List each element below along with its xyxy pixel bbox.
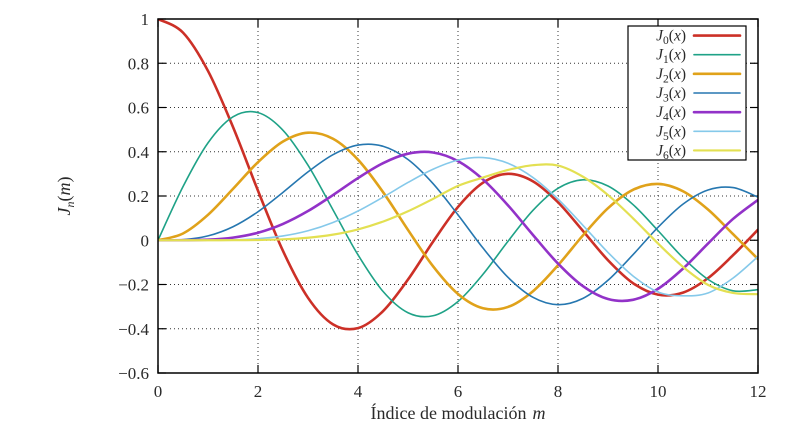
y-title-close-paren: ) — [54, 177, 75, 183]
tick-label-layer: 0 2 4 6 8 10 12 1 0.8 0.6 0.4 0.2 0 −0.2 −0.4 −0.6 — [118, 10, 766, 401]
y-tick-label: 0.6 — [128, 99, 149, 118]
legend-entry-j4: J4(x) — [656, 104, 742, 124]
y-title-open-paren: ( — [54, 196, 75, 202]
curve-j6 — [158, 163, 758, 296]
y-tick-label: 1 — [141, 10, 150, 29]
x-tick-label: 8 — [554, 382, 563, 401]
legend-label-j5: J5(x) — [656, 123, 686, 143]
x-tick-label: 2 — [254, 382, 263, 401]
y-tick-label: 0.2 — [128, 187, 149, 206]
legend-label-j3: J3(x) — [656, 85, 686, 105]
legend-entry-j2: J2(x) — [656, 66, 742, 86]
legend-label-j4: J4(x) — [656, 104, 686, 124]
x-tick-label: 10 — [650, 382, 667, 401]
curve-j5 — [158, 156, 758, 297]
y-tick-label: 0.4 — [128, 143, 150, 162]
y-tick-label: −0.6 — [118, 364, 149, 383]
legend-entry-j5: J5(x) — [656, 123, 741, 143]
legend-layer: J0(x)J1(x)J2(x)J3(x)J4(x)J5(x)J6(x) — [627, 25, 747, 162]
series-layer — [158, 19, 758, 331]
y-axis-title: Jn(m) — [54, 177, 77, 216]
legend-entry-j3: J3(x) — [656, 85, 741, 105]
x-tick-label: 6 — [454, 382, 463, 401]
x-axis-title: Índice de modulación m — [371, 402, 546, 423]
legend-entry-j6: J6(x) — [656, 142, 742, 162]
y-tick-label: −0.2 — [118, 276, 149, 295]
curve-j2 — [158, 131, 758, 311]
y-title-variable: m — [54, 183, 74, 196]
legend-label-j0: J0(x) — [656, 28, 686, 48]
y-title-subscript: n — [63, 202, 77, 208]
y-tick-label: −0.4 — [118, 320, 149, 339]
x-tick-label: 4 — [354, 382, 363, 401]
legend-entry-j1: J1(x) — [656, 47, 741, 67]
curve-j0 — [158, 19, 758, 331]
curve-j3 — [158, 143, 758, 306]
x-axis-title-variable: m — [532, 403, 545, 423]
curve-j4 — [158, 150, 758, 303]
x-axis-title-text: Índice de modulación — [371, 402, 527, 423]
y-tick-label: 0 — [141, 231, 150, 250]
plot-border — [157, 18, 759, 374]
x-tick-label: 12 — [750, 382, 767, 401]
y-title-base: J — [54, 207, 74, 216]
curve-j1 — [158, 110, 758, 318]
y-tick-label: 0.8 — [128, 54, 149, 73]
legend-label-j1: J1(x) — [656, 47, 686, 67]
legend-label-j2: J2(x) — [656, 66, 686, 86]
legend-entry-j0: J0(x) — [656, 28, 742, 48]
legend-label-j6: J6(x) — [656, 142, 686, 162]
x-tick-label: 0 — [154, 382, 163, 401]
